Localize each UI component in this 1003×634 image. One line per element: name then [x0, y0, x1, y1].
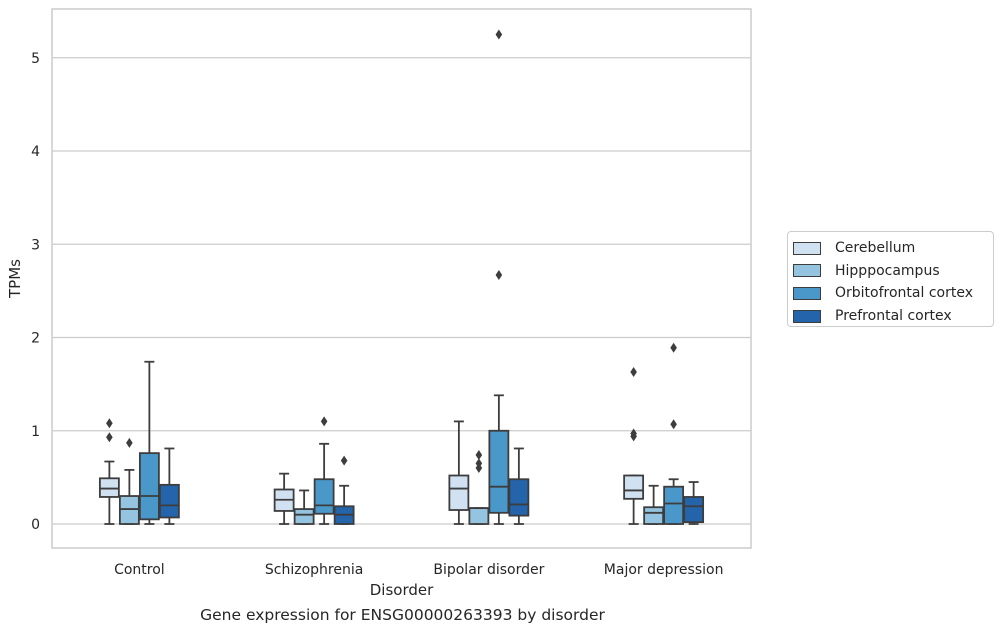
box-orbitofrontal-cortex-1-iqr	[313, 478, 335, 515]
legend-item-prefrontal-cortex: Prefrontal cortex	[793, 305, 993, 328]
box-prefrontal-cortex-3	[683, 481, 705, 525]
y-tick-label-1: 1	[31, 424, 40, 440]
box-orbitofrontal-cortex-1	[313, 416, 335, 525]
box-orbitofrontal-cortex-3-outlier-1	[670, 342, 677, 353]
legend-swatch-orbitofrontal-cortex	[793, 286, 821, 300]
chart-caption: Gene expression for ENSG00000263393 by d…	[200, 606, 605, 624]
box-hipppocampus-0-iqr	[118, 495, 140, 525]
legend-item-orbitofrontal-cortex: Orbitofrontal cortex	[793, 282, 993, 305]
box-orbitofrontal-cortex-1-outlier-0	[320, 416, 328, 427]
legend-item-hippocampus: Hipppocampus	[793, 260, 993, 283]
legend-label-prefrontal-cortex: Prefrontal cortex	[835, 308, 952, 325]
box-cerebellum-3-outlier-1	[630, 428, 637, 439]
box-hipppocampus-3	[643, 484, 665, 525]
legend-swatch-cerebellum	[793, 241, 821, 255]
box-orbitofrontal-cortex-3	[663, 342, 685, 525]
box-hipppocampus-2	[468, 449, 490, 525]
y-tick-label-5: 5	[31, 51, 40, 67]
y-tick-label-4: 4	[31, 144, 40, 160]
box-cerebellum-3-outlier-2	[630, 367, 637, 378]
box-orbitofrontal-cortex-2-outlier-1	[495, 29, 503, 40]
box-prefrontal-cortex-1-outlier-0	[340, 455, 348, 466]
legend-swatch-prefrontal-cortex	[793, 309, 821, 323]
box-orbitofrontal-cortex-2	[488, 29, 510, 525]
box-hipppocampus-0-outlier-0	[126, 437, 133, 448]
legend-item-cerebellum: Cerebellum	[793, 237, 993, 260]
legend-swatch-hippocampus	[793, 264, 821, 278]
box-cerebellum-3	[623, 367, 645, 525]
box-cerebellum-3-iqr	[623, 474, 645, 500]
box-cerebellum-1	[273, 472, 295, 525]
y-axis-label: TPMs	[6, 259, 24, 299]
x-tick-label-major-depression: Major depression	[604, 562, 724, 578]
box-hipppocampus-1-iqr	[293, 508, 315, 525]
box-hipppocampus-2-outlier-2	[475, 449, 483, 460]
y-tick-label-3: 3	[31, 237, 40, 253]
box-cerebellum-2-iqr	[448, 474, 470, 511]
box-orbitofrontal-cortex-0-iqr	[138, 452, 160, 521]
box-prefrontal-cortex-1	[333, 455, 355, 525]
x-tick-label-schizophrenia: Schizophrenia	[265, 562, 363, 578]
box-prefrontal-cortex-0	[158, 447, 180, 525]
x-tick-label-bipolar-disorder: Bipolar disorder	[433, 562, 544, 578]
box-orbitofrontal-cortex-2-iqr	[488, 429, 510, 514]
box-hipppocampus-2-iqr	[468, 507, 490, 525]
x-tick-labels: Control Schizophrenia Bipolar disorder Majo…	[114, 562, 723, 578]
box-prefrontal-cortex-2-iqr	[508, 478, 530, 517]
y-tick-labels: 0 1 2 3 4 5	[31, 51, 40, 533]
box-cerebellum-2	[448, 420, 470, 525]
x-tick-label-control: Control	[114, 562, 165, 578]
legend-label-orbitofrontal-cortex: Orbitofrontal cortex	[835, 285, 973, 302]
box-hipppocampus-2-outlier-1	[475, 458, 483, 469]
box-cerebellum-0-outlier-0	[106, 432, 113, 443]
box-prefrontal-cortex-0-iqr	[158, 483, 180, 519]
box-prefrontal-cortex-3-iqr	[683, 496, 705, 524]
box-cerebellum-0-iqr	[98, 477, 120, 498]
box-orbitofrontal-cortex-2-outlier-0	[495, 270, 503, 281]
box-hipppocampus-1	[293, 489, 315, 525]
legend-label-cerebellum: Cerebellum	[835, 240, 916, 257]
box-hipppocampus-0	[118, 437, 140, 525]
plot-frame	[51, 8, 752, 549]
box-hipppocampus-3-iqr	[643, 506, 665, 525]
legend-label-hippocampus: Hipppocampus	[835, 262, 940, 279]
box-prefrontal-cortex-2	[508, 447, 530, 525]
y-tick-label-2: 2	[31, 331, 40, 347]
box-orbitofrontal-cortex-3-iqr	[663, 485, 685, 525]
box-orbitofrontal-cortex-0	[138, 360, 160, 525]
x-axis-label: Disorder	[370, 581, 434, 599]
y-tick-label-0: 0	[31, 517, 40, 533]
box-cerebellum-0-outlier-1	[106, 418, 113, 429]
boxes	[98, 29, 705, 525]
box-cerebellum-0	[98, 418, 120, 525]
legend: Cerebellum Hipppocampus Orbitofrontal co…	[787, 231, 994, 327]
box-orbitofrontal-cortex-3-outlier-0	[670, 419, 677, 430]
